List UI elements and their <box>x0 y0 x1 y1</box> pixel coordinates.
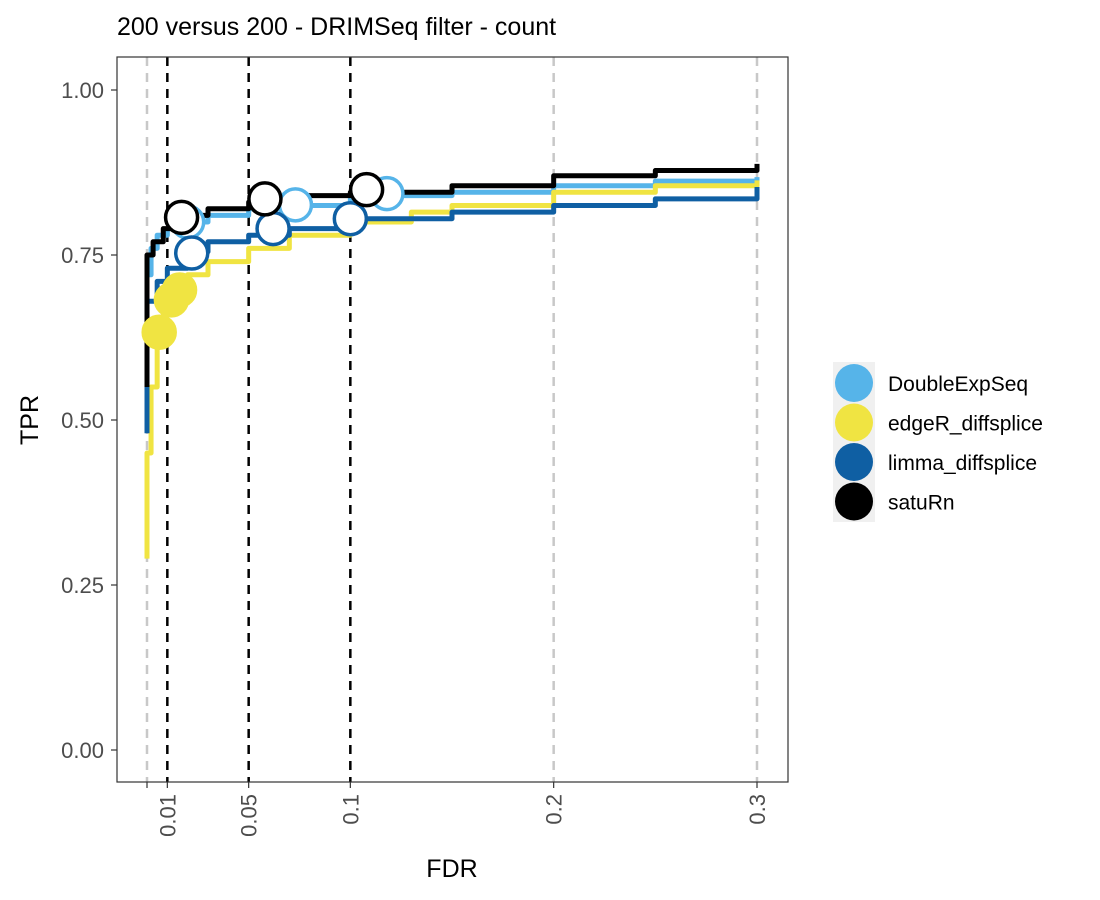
chart-title: 200 versus 200 - DRIMSeq filter - count <box>117 13 556 41</box>
point-limma_diffsplice-0 <box>173 235 210 271</box>
series-curves <box>144 163 760 559</box>
x-axis: 0.01 0.05 0.1 0.2 0.3 <box>146 782 770 837</box>
series-line-limma_diffsplice <box>144 187 760 434</box>
point-satuRn-0 <box>163 199 200 236</box>
legend-key-edgeR_diffsplice <box>835 403 873 442</box>
point-edgeR_diffsplice-0 <box>141 314 177 350</box>
legend-label-DoubleExpSeq: DoubleExpSeq <box>888 373 1028 396</box>
legend-key-DoubleExpSeq <box>835 364 873 402</box>
point-limma_diffsplice-2 <box>332 200 369 237</box>
legend-label-edgeR_diffsplice: edgeR_diffsplice <box>888 413 1043 436</box>
point-satuRn-2 <box>348 171 385 208</box>
legend-key-limma_diffsplice <box>835 443 873 481</box>
plot-panel-border <box>116 56 789 783</box>
point-satuRn-1 <box>247 181 283 217</box>
series-line-edgeR_diffsplice <box>144 180 760 559</box>
x-tick-label-2: 0.1 <box>338 794 363 825</box>
y-tick-label-0: 0.00 <box>61 738 104 763</box>
x-tick-label-0: 0.01 <box>155 794 180 837</box>
y-axis-title: TPR <box>16 395 44 445</box>
point-edgeR_diffsplice-2 <box>161 272 198 308</box>
x-tick-label-3: 0.2 <box>542 794 567 825</box>
y-tick-label-4: 1.00 <box>61 78 104 103</box>
x-tick-label-1: 0.05 <box>237 794 262 837</box>
reference-lines <box>145 57 759 782</box>
y-axis: 0.00 0.25 0.50 0.75 1.00 <box>61 78 117 763</box>
x-axis-title: FDR <box>426 855 477 883</box>
series-markers <box>141 171 405 350</box>
legend-label-limma_diffsplice: limma_diffsplice <box>888 452 1037 475</box>
y-tick-label-2: 0.50 <box>61 408 104 433</box>
x-tick-label-4: 0.3 <box>745 794 770 825</box>
legend-key-satuRn <box>835 482 873 521</box>
y-tick-label-3: 0.75 <box>61 243 104 268</box>
y-tick-label-1: 0.25 <box>61 573 104 598</box>
legend-label-satuRn: satuRn <box>888 492 955 515</box>
point-limma_diffsplice-1 <box>255 210 291 247</box>
legend: DoubleExpSeq edgeR_diffsplice limma_diffsp… <box>833 362 1043 522</box>
